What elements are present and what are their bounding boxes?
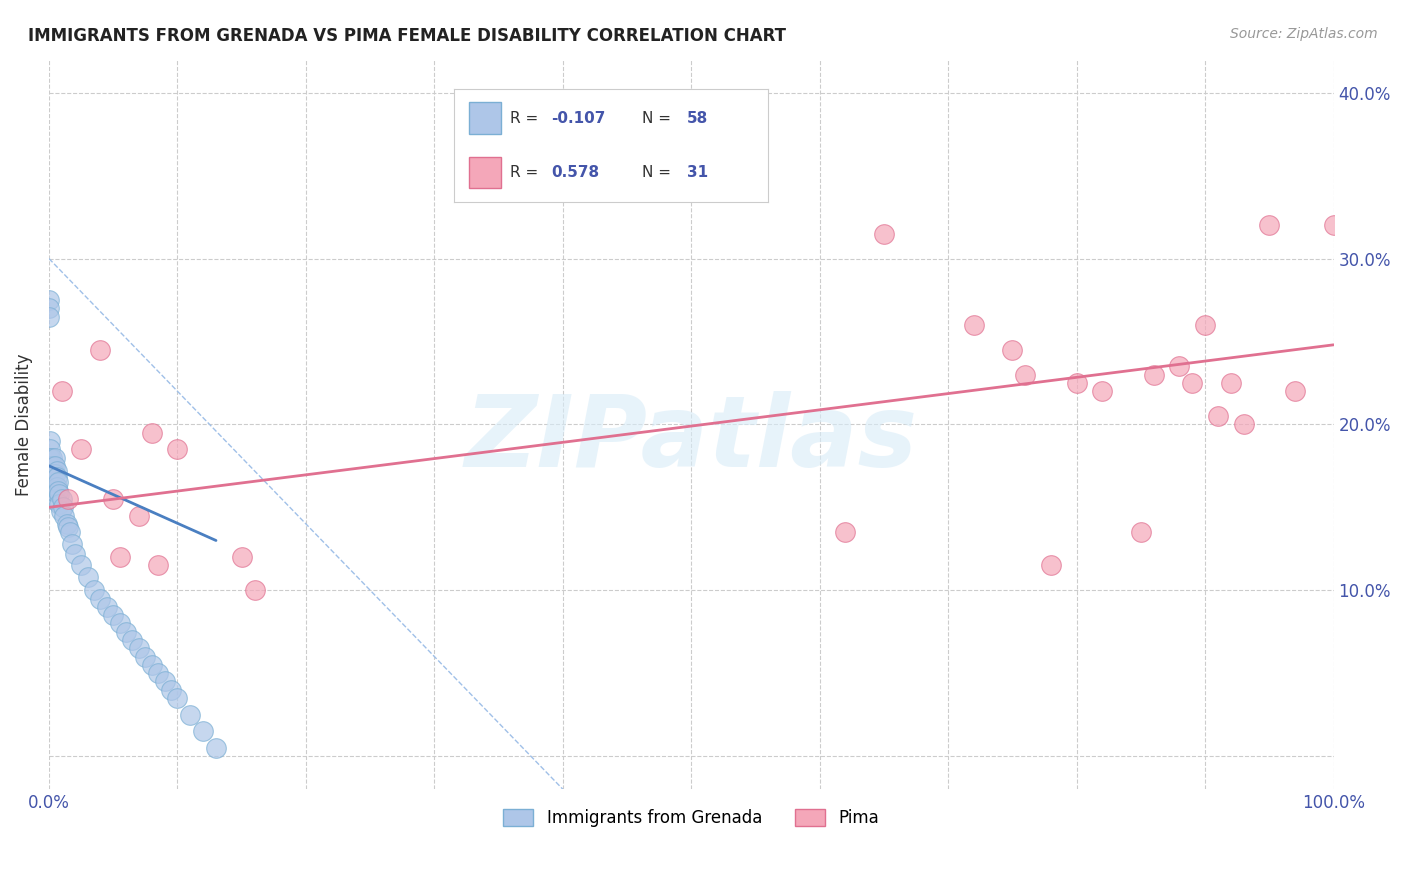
Legend: Immigrants from Grenada, Pima: Immigrants from Grenada, Pima (495, 801, 887, 836)
Text: Source: ZipAtlas.com: Source: ZipAtlas.com (1230, 27, 1378, 41)
Point (153, 674, 176, 689)
Point (128, 641, 150, 656)
Point (76, 570, 98, 584)
Point (83, 583, 105, 598)
Point (146, 558, 169, 573)
Point (56, 516, 79, 531)
Point (41, 483, 63, 498)
Point (191, 724, 214, 739)
Point (166, 691, 188, 706)
Point (141, 425, 163, 440)
Point (1129, 525, 1152, 540)
Point (39, 467, 62, 482)
Point (45, 480, 67, 494)
Point (89, 591, 111, 606)
Point (1040, 558, 1063, 573)
Point (1066, 376, 1088, 390)
Point (1181, 376, 1204, 390)
Point (41, 458, 63, 473)
Point (70, 442, 93, 457)
Point (1258, 219, 1281, 233)
Point (1194, 318, 1216, 332)
Point (58, 525, 80, 540)
Point (128, 508, 150, 523)
Point (1014, 368, 1036, 382)
Point (45, 470, 67, 484)
Point (51, 384, 73, 399)
Point (60, 537, 83, 551)
Point (1323, 219, 1346, 233)
Point (108, 550, 131, 565)
Point (179, 707, 201, 722)
Point (63, 547, 86, 561)
Point (1001, 343, 1024, 357)
Point (146, 666, 169, 681)
Point (42, 470, 65, 484)
Text: IMMIGRANTS FROM GRENADA VS PIMA FEMALE DISABILITY CORRELATION CHART: IMMIGRANTS FROM GRENADA VS PIMA FEMALE D… (28, 27, 786, 45)
Point (39, 450, 62, 465)
Point (51, 491, 73, 506)
Point (52, 500, 75, 515)
Point (48, 497, 70, 511)
Point (108, 616, 131, 631)
Point (53, 508, 76, 523)
Point (103, 491, 125, 506)
Point (1091, 384, 1114, 399)
Point (1233, 417, 1256, 432)
Point (205, 740, 228, 755)
Point (49, 503, 72, 517)
Point (39, 475, 62, 490)
Point (1168, 359, 1191, 374)
Point (41, 491, 63, 506)
Point (44, 458, 66, 473)
Point (44, 467, 66, 482)
Point (873, 227, 896, 241)
Point (1284, 384, 1306, 399)
Point (42, 475, 65, 490)
Point (39, 434, 62, 448)
Point (834, 525, 856, 540)
Y-axis label: Female Disability: Female Disability (15, 353, 32, 496)
Point (1219, 376, 1241, 390)
Point (58, 520, 80, 534)
Point (115, 624, 138, 639)
Point (96, 599, 118, 614)
Point (38, 310, 60, 324)
Point (39, 442, 62, 457)
Point (134, 649, 156, 664)
Point (39, 458, 62, 473)
Point (45, 464, 67, 478)
Point (166, 442, 188, 457)
Point (41, 475, 63, 490)
Point (1206, 409, 1229, 424)
Point (70, 558, 93, 573)
Point (44, 450, 66, 465)
Point (963, 318, 986, 332)
Point (38, 293, 60, 307)
Point (141, 657, 163, 672)
Point (41, 450, 63, 465)
Point (89, 343, 111, 357)
Point (42, 480, 65, 494)
Point (42, 483, 65, 498)
Point (48, 487, 70, 501)
Point (38, 301, 60, 316)
Point (1143, 368, 1166, 382)
Point (58, 491, 80, 506)
Point (121, 632, 143, 647)
Point (42, 458, 65, 473)
Point (160, 682, 183, 697)
Point (231, 550, 253, 565)
Point (46, 475, 69, 490)
Text: ZIPatlas: ZIPatlas (465, 391, 918, 488)
Point (46, 483, 69, 498)
Point (243, 583, 266, 598)
Point (103, 608, 125, 623)
Point (41, 467, 63, 482)
